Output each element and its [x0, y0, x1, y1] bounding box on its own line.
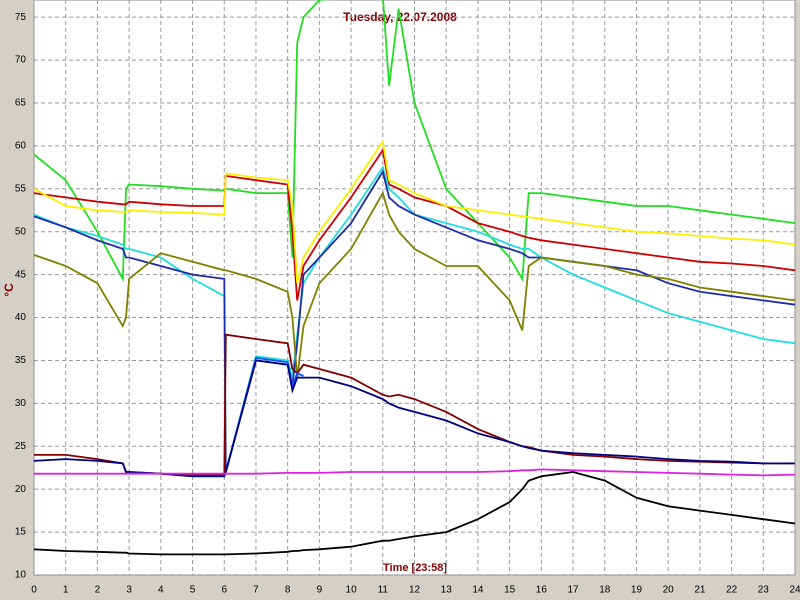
x-tick-label: 21 [694, 585, 706, 596]
y-tick-label: 30 [15, 398, 27, 409]
y-axis-label: °C [2, 283, 16, 297]
series-line [33, 139, 796, 284]
series-line [34, 468, 796, 477]
series-line [33, 0, 796, 283]
x-tick-label: 17 [567, 585, 579, 596]
x-tick-label: 12 [409, 585, 421, 596]
x-tick-label: 20 [663, 585, 675, 596]
y-tick-label: 35 [15, 355, 27, 366]
y-tick-label: 40 [15, 312, 27, 323]
series-line [33, 147, 796, 301]
y-tick-label: 25 [15, 441, 27, 452]
x-tick-label: 18 [599, 585, 611, 596]
x-tick-label: 5 [190, 585, 196, 596]
y-tick-label: 75 [15, 12, 27, 23]
x-tick-label: 1 [63, 585, 69, 596]
x-tick-label: 0 [31, 585, 37, 596]
series-line [33, 471, 796, 556]
x-tick-label: 16 [536, 585, 548, 596]
x-tick-label: 13 [441, 585, 453, 596]
x-tick-label: 9 [317, 585, 323, 596]
x-tick-label: 7 [253, 585, 259, 596]
x-tick-label: 14 [472, 585, 484, 596]
x-axis-label: Time [23:58] [383, 562, 447, 574]
x-tick-label: 19 [631, 585, 643, 596]
x-tick-label: 3 [126, 585, 132, 596]
series-line [33, 169, 796, 473]
series-line [33, 165, 796, 473]
y-tick-label: 15 [15, 527, 27, 538]
x-tick-label: 22 [726, 585, 738, 596]
y-tick-label: 60 [15, 141, 27, 152]
y-tick-label: 20 [15, 484, 27, 495]
y-tick-label: 55 [15, 183, 27, 194]
y-tick-label: 10 [15, 570, 27, 581]
x-tick-label: 6 [221, 585, 227, 596]
x-tick-label: 10 [346, 585, 358, 596]
x-tick-label: 24 [789, 585, 800, 596]
x-tick-label: 15 [504, 585, 516, 596]
y-tick-label: 70 [15, 55, 27, 66]
y-tick-label: 45 [15, 269, 27, 280]
x-tick-label: 2 [95, 585, 101, 596]
series-line [33, 190, 796, 378]
y-tick-label: 65 [15, 98, 27, 109]
x-tick-label: 23 [758, 585, 770, 596]
x-tick-label: 8 [285, 585, 291, 596]
x-tick-label: 4 [158, 585, 164, 596]
y-tick-label: 50 [15, 226, 27, 237]
x-tick-label: 11 [378, 585, 389, 596]
